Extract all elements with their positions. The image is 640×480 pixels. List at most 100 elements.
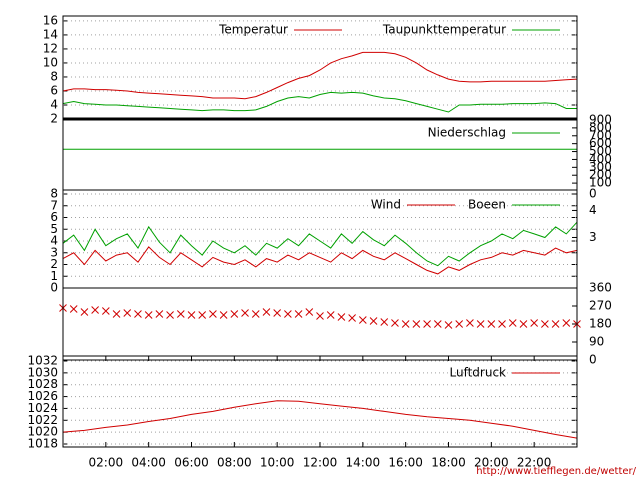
scatter-point [412,320,421,328]
scatter-point [209,310,217,318]
scatter-point [551,320,560,328]
scatter-point [562,319,571,327]
scatter-point [305,308,314,316]
y-tick-label: 1032 [27,354,58,368]
series-line [62,400,578,439]
scatter-point [326,311,335,319]
scatter-point [69,305,78,313]
scatter-point [487,320,496,328]
scatter-point [123,309,132,317]
y2-tick-label: 800 [589,120,612,134]
y2-tick-label: 360 [589,281,612,295]
y2-tick-label: 0 [589,353,597,367]
scatter-point [198,311,207,319]
y-tick-label: 10 [43,55,58,69]
y2-tick-label: 100 [589,176,612,190]
scatter-point [112,310,121,318]
y-tick-label: 2 [50,112,58,126]
scatter-point [187,311,196,319]
scatter-point [541,320,549,328]
scatter-point [155,310,164,318]
y-tick-label: 4 [50,97,58,111]
scatter-point [519,320,528,328]
y-tick-label: 4 [50,234,58,248]
scatter-point [380,318,389,326]
scatter-point [101,307,110,315]
y2-tick-label: 0 [589,187,597,201]
y-tick-label: 1028 [27,377,58,391]
y2-tick-label: 600 [589,136,612,150]
scatter-point [241,309,249,317]
legend-label: Wind [371,198,401,212]
scatter-point [466,319,474,327]
plot-frame [62,355,578,448]
scatter-point [219,311,228,319]
y2-tick-label: 400 [589,152,612,166]
y-tick-label: 3 [50,245,58,259]
y2-tick-label: 90 [589,335,604,349]
scatter-point [455,320,464,328]
y-tick-label: 8 [50,69,58,83]
y2-tick-label: 180 [589,317,612,331]
y2-tick-label: 4 [589,203,597,217]
y-tick-label: 1 [50,269,58,283]
scatter-point [369,317,378,325]
y-tick-label: 16 [43,13,58,27]
x-tick-label: 04:00 [131,456,166,470]
x-tick-label: 02:00 [89,456,124,470]
scatter-point [251,310,260,318]
y2-tick-label: 300 [589,160,612,174]
scatter-point [134,310,142,318]
y-tick-label: 6 [50,210,58,224]
scatter-point [230,310,239,318]
scatter-point [508,319,517,327]
series-line [62,51,578,100]
x-tick-label: 10:00 [260,456,295,470]
scatter-point [144,311,153,319]
y-tick-label: 6 [50,83,58,97]
y2-tick-label: 3 [589,230,597,244]
scatter-point [80,308,89,316]
scatter-point [423,320,431,328]
scatter-point [401,320,410,328]
x-tick-label: 06:00 [174,456,209,470]
x-tick-label: 16:00 [388,456,423,470]
x-tick-label: 08:00 [217,456,252,470]
y2-tick-label: 500 [589,144,612,158]
plot-frame [62,287,578,361]
scatter-point [530,319,539,327]
y-tick-label: 14 [43,27,58,41]
y2-tick-label: 200 [589,168,612,182]
legend-label: Niederschlag [428,126,506,140]
x-tick-label: 12:00 [303,456,338,470]
scatter-point [91,306,99,314]
scatter-point [348,314,356,322]
y-tick-label: 1020 [27,425,58,439]
y-tick-label: 1018 [27,437,58,451]
y-tick-label: 1030 [27,365,58,379]
scatter-point [294,310,303,318]
x-tick-label: 22:00 [517,456,552,470]
y-tick-label: 8 [50,187,58,201]
x-tick-label: 20:00 [474,456,509,470]
y-tick-label: 7 [50,198,58,212]
scatter-point [166,311,174,319]
legend-label: Luftdruck [449,366,506,380]
y-tick-label: 1024 [27,401,58,415]
x-tick-label: 14:00 [346,456,381,470]
y2-tick-label: 270 [589,299,612,313]
scatter-point [444,321,453,329]
x-tick-label: 18:00 [431,456,466,470]
series-line [62,221,578,267]
scatter-point [498,320,506,328]
y2-tick-label: 900 [589,113,612,127]
y-tick-label: 1022 [27,413,58,427]
scatter-point [316,312,324,320]
scatter-point [337,313,346,321]
scatter-point [391,319,399,327]
y-tick-label: 1026 [27,389,58,403]
legend-label: Taupunkttemperatur [382,23,506,37]
y-tick-label: 12 [43,41,58,55]
